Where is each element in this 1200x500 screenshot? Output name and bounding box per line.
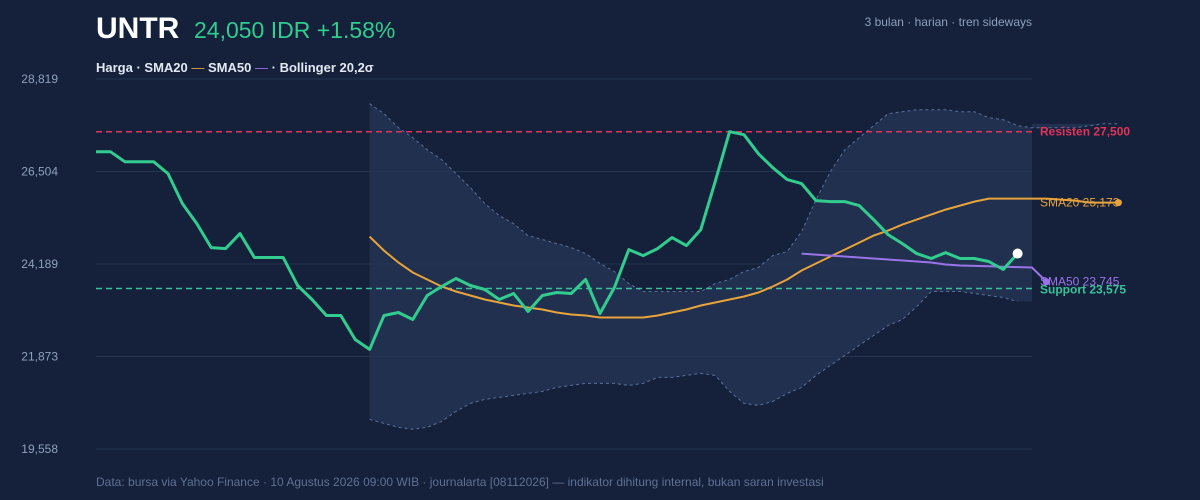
sma50-end-marker <box>1042 278 1050 286</box>
legend-sma20-label: SMA20 <box>144 60 187 75</box>
sma20-end-marker <box>1114 199 1122 207</box>
resisten-label: Resisten 27,500 <box>1040 125 1130 139</box>
bollinger-lower-line <box>369 291 1018 430</box>
y-tick-label: 21,873 <box>21 350 58 364</box>
sma50-end-label: SMA50 23,745 <box>1040 275 1120 289</box>
bollinger-band <box>369 103 1119 430</box>
support-label: Support 23,575 <box>1040 283 1126 297</box>
y-tick-label: 26,504 <box>21 164 58 178</box>
legend: Harga · SMA20 — SMA50 — · Bollinger 20,2… <box>96 60 374 75</box>
legend-bollinger-label: Bollinger 20,2σ <box>280 60 374 75</box>
end-labels: SMA50 23,745 Resisten 27,500 Support 23,57… <box>1040 125 1130 297</box>
bollinger-fill <box>369 103 1119 430</box>
y-tick-label: 19,558 <box>21 442 58 456</box>
legend-sma50-label: SMA50 <box>208 60 251 75</box>
sma20-line <box>368 197 1119 319</box>
ticker-symbol: UNTR <box>96 12 180 45</box>
series-lines <box>96 130 1122 351</box>
price-line <box>96 130 1019 351</box>
levels <box>96 130 1032 290</box>
sma20-end-label: SMA20 25,173 <box>1040 196 1120 210</box>
price-change: 24,050 IDR +1.58% <box>194 17 395 43</box>
legend-text: Harga · SMA20 — SMA50 — · Bollinger 20,2… <box>96 60 374 75</box>
price-end-marker <box>1012 248 1023 259</box>
footer-source: Data: bursa via Yahoo Finance · 10 Agust… <box>96 475 824 489</box>
y-tick-label: 24,189 <box>21 257 58 271</box>
legend-price-label: Harga <box>96 60 134 75</box>
chart-subtitle: 3 bulan · harian · tren sideways <box>865 15 1032 29</box>
y-tick-label: 28,819 <box>21 72 58 86</box>
